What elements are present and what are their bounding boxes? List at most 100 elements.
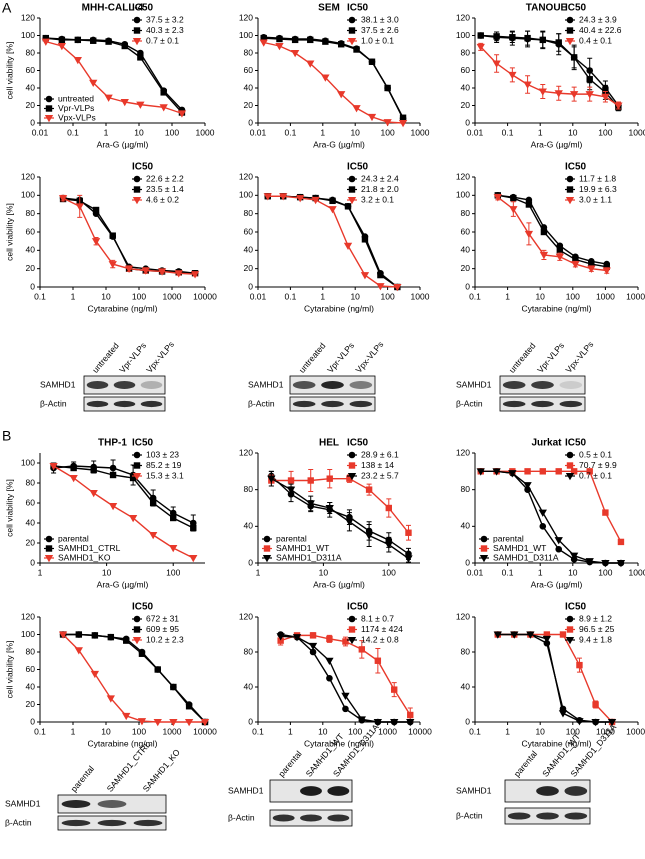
row-label: β-Actin xyxy=(40,398,67,408)
data-point xyxy=(90,466,97,474)
ic50-label: 24.3 ± 3.9 xyxy=(579,14,617,24)
data-point xyxy=(525,201,533,208)
y-tick-label: 80 xyxy=(461,484,471,494)
data-point xyxy=(385,504,392,512)
y-tick-label: 80 xyxy=(244,47,254,57)
y-tick-label: 40 xyxy=(26,681,36,691)
data-point xyxy=(190,271,200,279)
data-point xyxy=(276,35,283,43)
data-point xyxy=(170,683,177,691)
row-label: SAMHD1 xyxy=(456,379,492,389)
y-tick-label: 120 xyxy=(239,611,253,621)
band xyxy=(300,786,322,796)
data-point xyxy=(575,718,584,726)
data-point xyxy=(586,468,593,475)
y-tick-label: 0 xyxy=(465,716,470,726)
row-label: SAMHD1 xyxy=(228,785,264,795)
ic50-label: 0.4 ± 0.1 xyxy=(579,35,612,45)
row-label: SAMHD1 xyxy=(248,379,284,389)
series-line xyxy=(270,475,409,555)
row-label: β-Actin xyxy=(456,810,483,820)
data-point xyxy=(325,505,334,513)
y-tick-label: 120 xyxy=(456,447,470,457)
y-tick-label: 120 xyxy=(456,12,470,22)
series-line xyxy=(480,34,619,106)
y-tick-label: 80 xyxy=(461,47,471,57)
y-tick-label: 120 xyxy=(456,611,470,621)
x-tick-label: 0.01 xyxy=(250,291,267,301)
y-tick-label: 60 xyxy=(461,65,471,75)
y-tick-label: 0 xyxy=(248,281,253,291)
legend-marker xyxy=(480,535,488,543)
x-tick-label: 10 xyxy=(535,291,545,301)
data-point xyxy=(123,637,130,644)
legend-label: Vpx-VLPs xyxy=(58,112,96,122)
x-tick-label: 1 xyxy=(505,291,510,301)
data-point xyxy=(570,54,578,61)
data-point xyxy=(404,555,413,563)
y-tick-label: 80 xyxy=(461,646,471,656)
x-tick-label: 10000 xyxy=(193,726,217,736)
data-point xyxy=(384,541,393,549)
data-point xyxy=(290,50,300,58)
x-tick-label: 100 xyxy=(381,291,395,301)
series-line xyxy=(53,465,194,529)
y-tick-label: 40 xyxy=(461,245,471,255)
ic50-label: 4.6 ± 0.2 xyxy=(146,194,179,204)
x-tick-label: 1 xyxy=(505,726,510,736)
x-tick-label: 1000 xyxy=(163,726,182,736)
band xyxy=(300,814,322,822)
legend-label: SAMHD1_KO xyxy=(58,552,111,562)
data-point xyxy=(571,261,580,269)
legend-marker xyxy=(45,535,53,543)
x-tick-label: 0.1 xyxy=(34,291,46,301)
y-axis-label: cell viability [%] xyxy=(4,479,14,537)
row-label: β-Actin xyxy=(228,812,255,822)
data-point xyxy=(343,242,353,251)
x-tick-label: 10 xyxy=(319,567,329,577)
data-point xyxy=(74,647,83,655)
data-point xyxy=(267,475,276,483)
data-point xyxy=(556,247,564,254)
y-tick-label: 40 xyxy=(461,681,471,691)
data-point xyxy=(121,42,128,50)
data-point xyxy=(149,499,157,507)
ic50-label: 19.9 ± 6.3 xyxy=(579,184,617,194)
data-point xyxy=(398,120,408,128)
x-tick-label: 10 xyxy=(568,127,578,137)
data-point xyxy=(592,701,599,708)
x-tick-label: 1000 xyxy=(629,127,645,137)
data-point xyxy=(89,490,98,498)
y-tick-label: 0 xyxy=(465,557,470,567)
data-point xyxy=(74,36,82,44)
lane-label: untreated xyxy=(297,341,328,375)
y-tick-label: 40 xyxy=(244,245,254,255)
ic50-label: 1174 ± 424 xyxy=(361,624,403,634)
data-point xyxy=(328,206,337,214)
x-tick-label: 1 xyxy=(320,291,325,301)
ic50-label: 0.5 ± 0.1 xyxy=(579,449,612,459)
band xyxy=(272,814,295,822)
y-tick-label: 100 xyxy=(21,30,35,40)
band xyxy=(531,400,554,408)
x-tick-label: 100 xyxy=(598,567,612,577)
legend-label: SAMHD1_WT xyxy=(276,543,329,553)
data-point xyxy=(321,74,330,82)
ic50-label: 21.8 ± 2.0 xyxy=(361,184,399,194)
legend-label: SAMHD1_D311A xyxy=(493,552,559,562)
data-point xyxy=(169,719,178,727)
data-point xyxy=(137,718,147,726)
lane-label: Vpx-VLPs xyxy=(563,339,595,374)
data-point xyxy=(405,529,412,536)
data-point xyxy=(364,532,374,540)
y-tick-label: 100 xyxy=(21,629,35,639)
data-point xyxy=(524,230,534,239)
data-point xyxy=(157,268,167,276)
y-tick-label: 60 xyxy=(244,226,254,236)
y-tick-label: 80 xyxy=(244,646,254,656)
x-tick-label: 10 xyxy=(350,127,360,137)
data-point xyxy=(368,58,376,65)
data-point xyxy=(154,666,161,673)
x-tick-label: 100 xyxy=(382,567,396,577)
y-tick-label: 0 xyxy=(465,281,470,291)
